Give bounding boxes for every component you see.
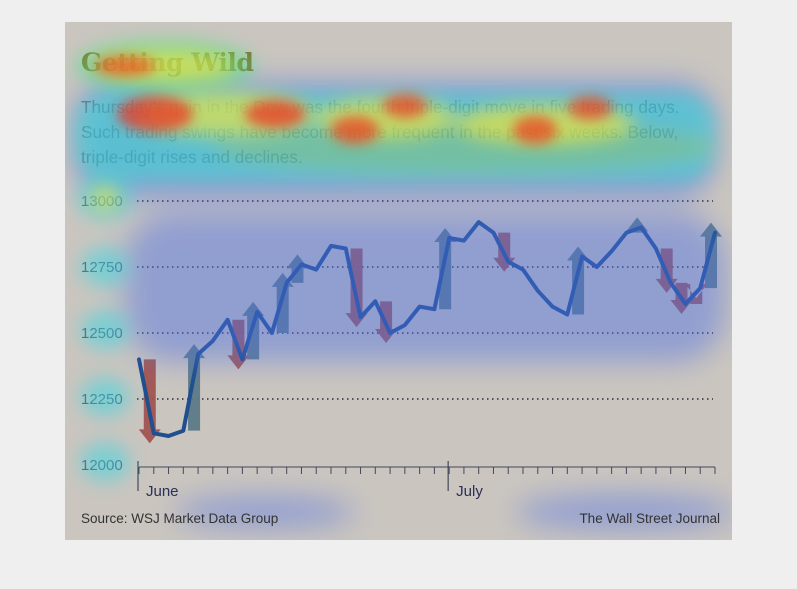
x-axis <box>137 461 716 491</box>
month-label: July <box>456 483 483 500</box>
y-tick-label-12500: 12500 <box>81 325 123 342</box>
chart-plot: 13000 12750 12500 12250 12000 June July <box>81 193 722 500</box>
move-arrows <box>138 217 722 444</box>
chart-figure: Getting Wild Thursday's gain in the Dow … <box>65 22 732 540</box>
y-tick-label-12000: 12000 <box>81 457 123 474</box>
dow-line-layer <box>137 220 717 438</box>
source-note: Source: WSJ Market Data Group <box>81 511 279 526</box>
tick-labels: 13000 12750 12500 12250 12000 June July <box>81 193 483 500</box>
publisher-credit: The Wall Street Journal <box>579 511 720 526</box>
dow-line <box>137 220 717 438</box>
month-label: June <box>146 483 179 500</box>
y-tick-label-12250: 12250 <box>81 391 123 408</box>
y-tick-label-13000: 13000 <box>81 193 123 210</box>
y-tick-label-12750: 12750 <box>81 259 123 276</box>
